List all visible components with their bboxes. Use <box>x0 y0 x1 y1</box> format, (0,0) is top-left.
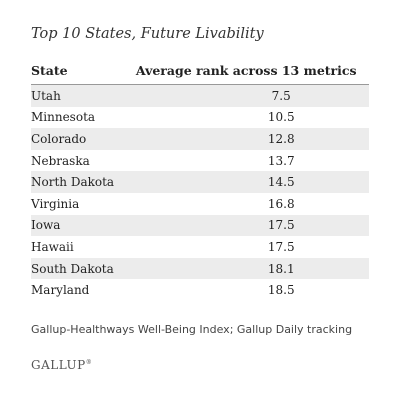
data-table: State Average rank across 13 metrics Uta… <box>31 56 369 301</box>
rank-value-cell: 17.5 <box>267 239 295 254</box>
state-cell: South Dakota <box>31 257 124 280</box>
table-row: Minnesota 10.5 <box>31 107 369 129</box>
column-header-rank: Average rank across 13 metrics <box>123 56 369 85</box>
table-row: South Dakota 18.1 <box>31 257 369 280</box>
rank-value-cell: 16.8 <box>267 196 295 211</box>
table-body: Utah 7.5 Minnesota 10.5 Colorado 12.8 Nebraska… <box>31 84 369 301</box>
state-cell: Virginia <box>31 196 80 211</box>
logo-text: GALLUP <box>31 357 86 372</box>
gallup-logo: GALLUP® <box>31 357 93 372</box>
rank-value-cell: 7.5 <box>123 84 369 107</box>
table-row: Hawaii 17.5 <box>31 236 369 258</box>
state-cell: Colorado <box>31 128 124 150</box>
state-cell: Minnesota <box>31 110 96 125</box>
rank-value-cell: 18.1 <box>123 257 369 280</box>
source-note: Gallup-Healthways Well-Being Index; Gall… <box>31 322 353 336</box>
state-cell: Nebraska <box>31 153 90 168</box>
rank-value-cell: 14.5 <box>123 171 369 193</box>
table-row: Utah 7.5 <box>31 84 369 107</box>
table-row: Iowa 17.5 <box>31 214 369 237</box>
rank-value-cell: 12.8 <box>123 128 369 150</box>
state-cell: Maryland <box>31 283 90 298</box>
table-row: Virginia 16.8 <box>31 193 369 215</box>
state-cell: Hawaii <box>31 239 74 254</box>
rank-value-cell: 13.7 <box>267 153 295 168</box>
table-row: Colorado 12.8 <box>31 128 369 150</box>
table-row: Maryland 18.5 <box>31 279 369 301</box>
column-header-state: State <box>31 56 124 85</box>
chart-title: Top 10 States, Future Livability <box>31 26 264 42</box>
table-row: North Dakota 14.5 <box>31 171 369 193</box>
state-cell: Utah <box>31 84 124 107</box>
state-cell: Iowa <box>31 214 124 237</box>
rank-value-cell: 17.5 <box>123 214 369 237</box>
rank-value-cell: 10.5 <box>267 110 295 125</box>
header-row: State Average rank across 13 metrics <box>31 56 369 85</box>
rank-value-cell: 18.5 <box>267 283 295 298</box>
chart-container: Top 10 States, Future Livability State A… <box>31 24 369 372</box>
table-row: Nebraska 13.7 <box>31 150 369 172</box>
state-cell: North Dakota <box>31 171 124 193</box>
